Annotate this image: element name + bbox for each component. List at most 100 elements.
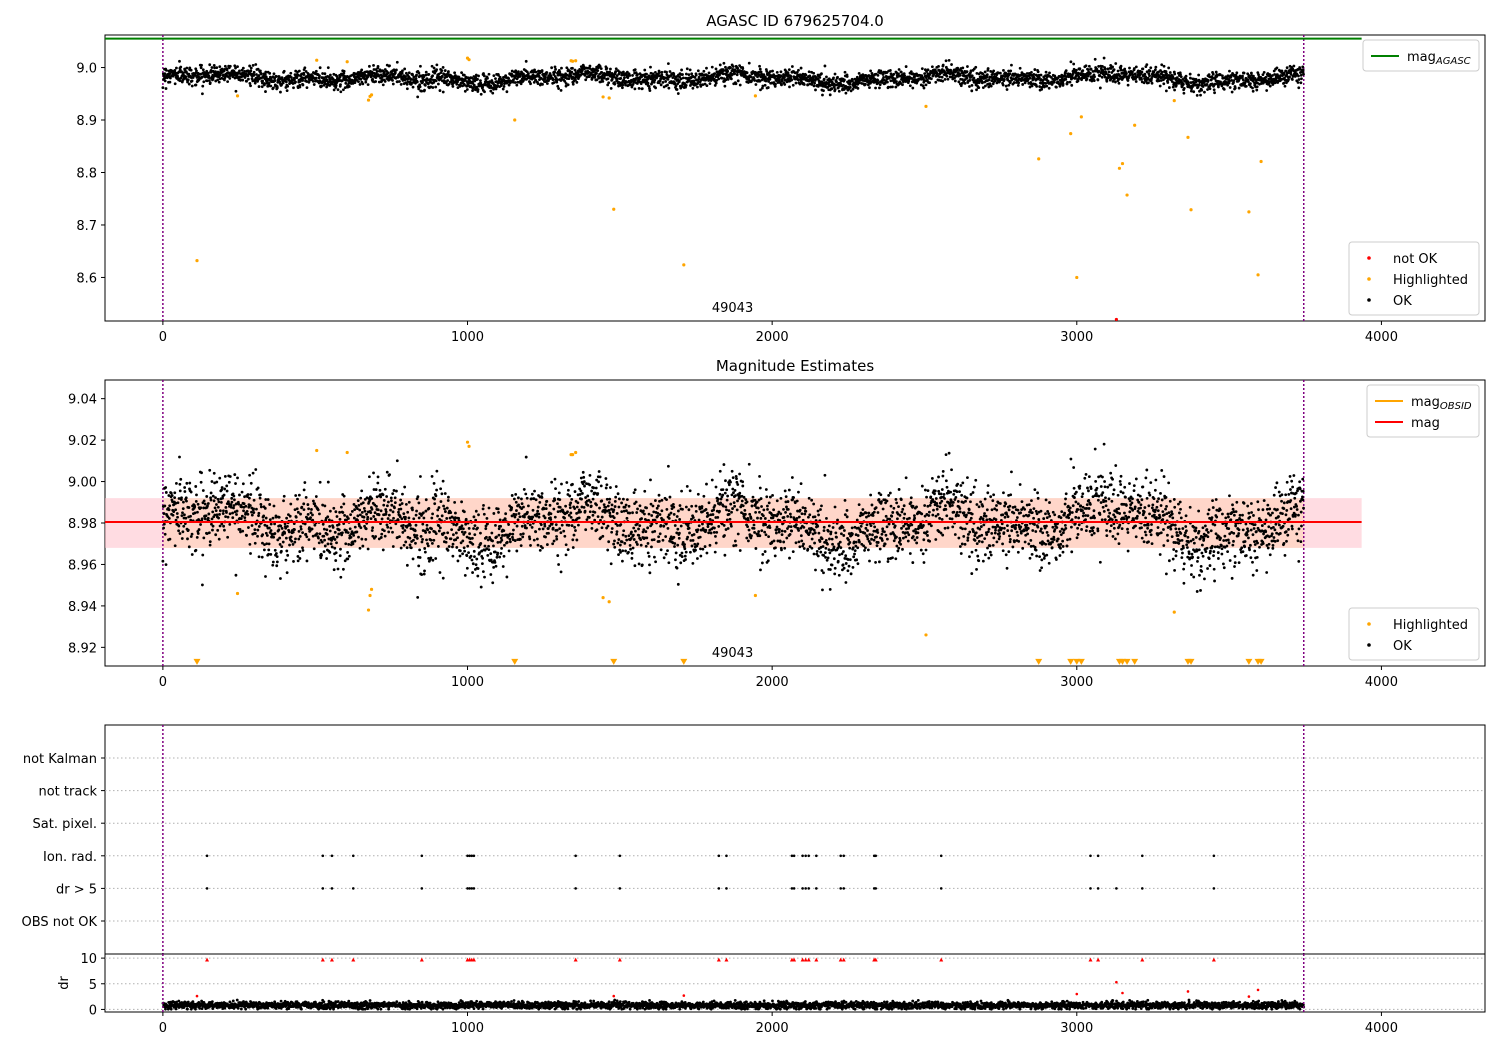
ok-point (401, 526, 405, 530)
ok-point (301, 83, 305, 87)
ok-point (447, 545, 451, 548)
ok-point (945, 74, 949, 78)
ok-point (183, 490, 187, 493)
ok-point (602, 76, 606, 80)
plot-area (105, 35, 1362, 321)
ok-point (883, 81, 887, 85)
ok-point (1280, 69, 1284, 73)
ok-point (249, 552, 252, 555)
ok-point (398, 80, 401, 83)
ok-point (338, 510, 342, 514)
ok-point (238, 493, 241, 497)
ok-point (484, 535, 488, 539)
ok-point (524, 59, 528, 63)
ok-point (408, 523, 412, 527)
ok-point (1143, 72, 1147, 76)
ok-point (1116, 69, 1120, 73)
ok-point (386, 517, 390, 520)
ok-point (264, 70, 268, 74)
ok-point (998, 71, 1002, 75)
ok-point (164, 87, 168, 90)
ok-point (950, 63, 953, 66)
ok-point (214, 533, 218, 537)
ok-point (1146, 77, 1150, 80)
ok-point (1268, 80, 1271, 83)
ok-point (316, 508, 320, 512)
ok-point (1282, 81, 1286, 85)
ok-point (381, 83, 385, 87)
ok-point (305, 559, 309, 563)
ok-point (176, 515, 179, 519)
ok-point (370, 497, 374, 500)
ok-point (183, 513, 186, 517)
ok-point (164, 491, 168, 494)
ok-point (553, 70, 557, 74)
ok-point (363, 524, 366, 528)
ok-point (186, 80, 189, 84)
ok-point (336, 88, 340, 92)
ok-point (540, 69, 544, 72)
ok-point (393, 71, 397, 75)
ok-point (1247, 80, 1250, 84)
ok-point (1234, 73, 1238, 77)
ok-point (202, 499, 206, 503)
ok-point (481, 507, 485, 511)
ok-point (309, 516, 312, 519)
ok-point (1068, 80, 1072, 84)
ok-point (200, 517, 204, 521)
ok-point (395, 60, 399, 64)
ok-point (315, 532, 319, 536)
ok-point (279, 524, 283, 528)
ok-point (738, 83, 742, 87)
ok-point (849, 89, 853, 93)
ok-point (1092, 79, 1096, 83)
ok-point (729, 66, 732, 70)
ok-point (724, 65, 727, 69)
ok-point (1194, 80, 1198, 84)
ok-point (217, 500, 221, 504)
ok-point (507, 523, 511, 526)
ok-point (1155, 75, 1158, 79)
ok-point (400, 517, 404, 521)
highlighted-point (1189, 208, 1193, 212)
ok-point (284, 80, 288, 84)
ok-point (1125, 72, 1128, 75)
ok-point (341, 567, 345, 571)
ok-point (374, 488, 378, 491)
ok-point (467, 551, 470, 555)
ok-point (318, 512, 321, 516)
ok-point (882, 76, 885, 79)
ok-point (230, 496, 234, 500)
ok-point (307, 538, 311, 542)
ok-point (230, 500, 234, 504)
ok-point (804, 73, 808, 77)
ok-point (412, 75, 416, 79)
ok-point (263, 506, 267, 510)
ok-point (408, 543, 412, 547)
ok-point (501, 534, 504, 537)
ok-point (1088, 71, 1092, 75)
ok-point (812, 84, 816, 88)
ok-point (360, 510, 364, 514)
ok-point (217, 516, 220, 520)
ok-point (550, 66, 554, 70)
ok-point (325, 532, 329, 536)
ok-point (379, 536, 383, 539)
ok-point (1282, 71, 1286, 75)
ok-point (407, 516, 411, 520)
ok-point (396, 518, 400, 522)
ok-point (474, 518, 478, 522)
ok-point (358, 508, 362, 512)
ok-point (420, 573, 424, 577)
ok-point (168, 537, 172, 541)
ok-point (289, 535, 293, 539)
ok-point (494, 564, 498, 568)
ok-point (462, 546, 466, 550)
ok-point (334, 551, 338, 555)
ok-point (440, 514, 444, 518)
ok-point (968, 78, 972, 82)
ok-point (333, 530, 337, 534)
ok-point (1085, 77, 1089, 81)
ok-point (286, 524, 289, 528)
ok-point (512, 528, 515, 532)
